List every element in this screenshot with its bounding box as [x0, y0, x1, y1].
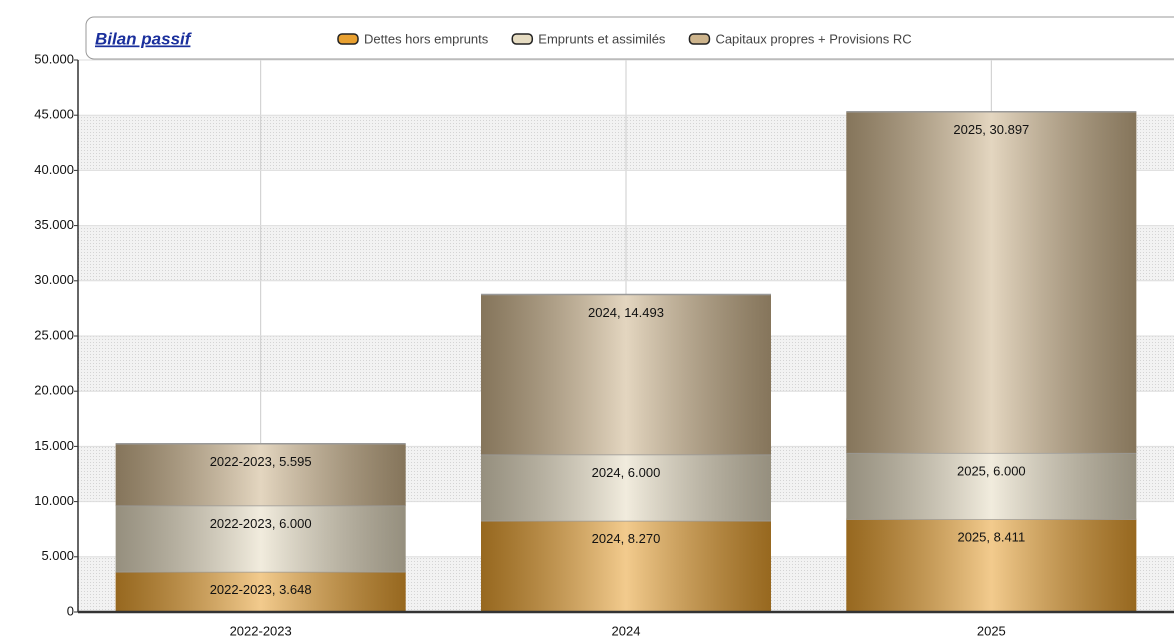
data-label: 2022-2023, 5.595 — [210, 454, 312, 469]
legend-swatch — [511, 33, 534, 45]
data-label: 2025, 6.000 — [957, 463, 1026, 478]
y-tick-label: 30.000 — [34, 272, 74, 287]
data-label: 2022-2023, 3.648 — [210, 582, 312, 597]
y-tick-label: 20.000 — [34, 383, 74, 398]
x-tick-label: 2022-2023 — [230, 623, 292, 638]
x-tick-label: 2025 — [977, 623, 1006, 638]
chart-title: Bilan passif — [95, 29, 193, 48]
y-tick-label: 25.000 — [34, 327, 74, 342]
data-label: 2024, 8.270 — [592, 531, 661, 546]
bar-shade — [481, 294, 771, 455]
bar-shade — [115, 505, 406, 572]
legend-label: Dettes hors emprunts — [364, 31, 489, 46]
legend-label: Capitaux propres + Provisions RC — [715, 31, 911, 46]
legend-label: Emprunts et assimilés — [538, 31, 666, 46]
y-tick-label: 35.000 — [34, 217, 74, 232]
bar-shade — [481, 520, 771, 612]
bar-shade — [846, 111, 1137, 453]
y-tick-label: 45.000 — [34, 107, 74, 122]
data-label: 2025, 30.897 — [953, 122, 1029, 137]
bar-shade — [115, 443, 406, 506]
y-tick-label: 40.000 — [34, 162, 74, 177]
bar-shade — [846, 452, 1137, 520]
legend-frame — [85, 16, 1174, 60]
y-tick-label: 10.000 — [34, 493, 74, 508]
data-label: 2025, 8.411 — [957, 530, 1025, 545]
y-tick-label: 5.000 — [41, 548, 74, 563]
legend-swatch — [688, 33, 711, 45]
bar-shade — [846, 519, 1137, 612]
x-tick-label: 2024 — [612, 623, 641, 638]
y-tick-label: 15.000 — [34, 438, 74, 453]
y-tick-label: 0 — [67, 603, 74, 618]
bar-shade — [115, 571, 406, 612]
legend-swatch — [337, 33, 359, 45]
data-label: 2024, 6.000 — [592, 465, 661, 480]
data-label: 2022-2023, 6.000 — [210, 516, 312, 531]
bar-shade — [481, 454, 771, 521]
y-tick-label: 50.000 — [34, 51, 74, 66]
data-label: 2024, 14.493 — [588, 305, 664, 320]
